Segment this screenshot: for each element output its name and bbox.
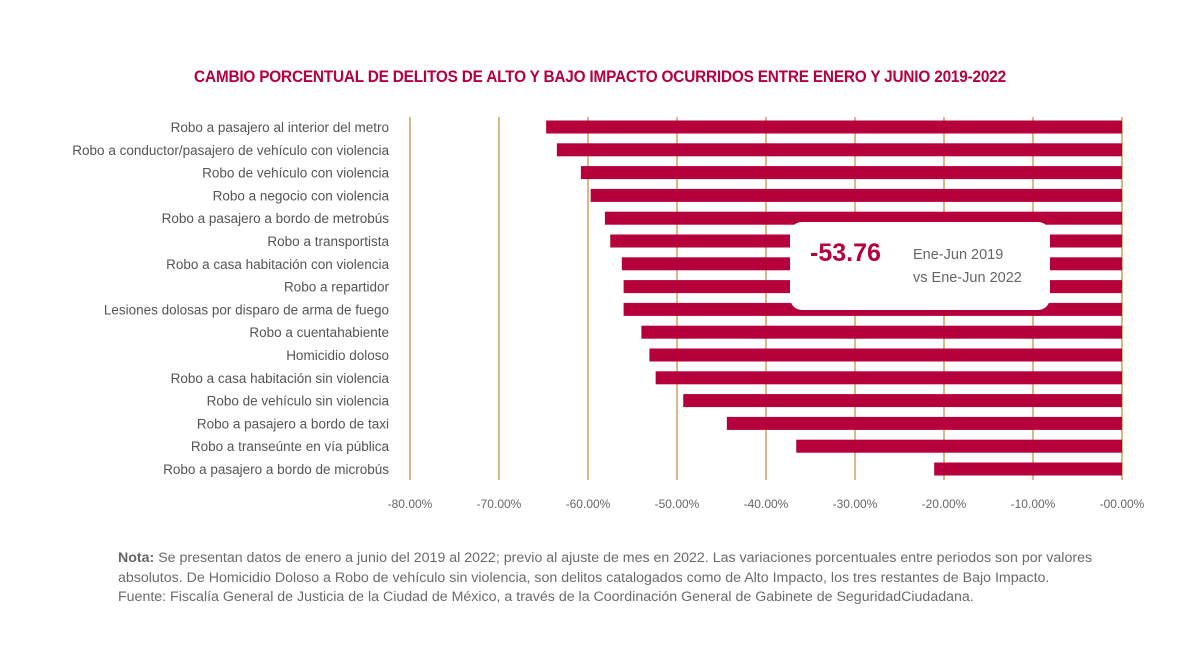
category-label: Robo a pasajero a bordo de metrobús: [162, 211, 390, 226]
category-label: Robo a pasajero a bordo de taxi: [197, 416, 389, 431]
category-label: Robo de vehículo sin violencia: [207, 394, 390, 409]
bar: [556, 143, 1122, 157]
chart-title: CAMBIO PORCENTUAL DE DELITOS DE ALTO Y B…: [194, 68, 1006, 86]
bar: [726, 416, 1122, 430]
x-tick-label: -70.00%: [477, 497, 522, 511]
bar: [796, 439, 1122, 453]
annotation-line-2: vs Ene-Jun 2022: [913, 270, 1022, 286]
bar-chart: Robo a pasajero al interior del metro Rob…: [72, 117, 1145, 511]
category-label: Robo a conductor/pasajero de vehículo co…: [72, 143, 389, 158]
category-label: Robo a repartidor: [284, 280, 390, 295]
category-label: Robo a casa habitación con violencia: [166, 257, 389, 272]
source-text: Fuente: Fiscalía General de Justicia de …: [118, 589, 974, 605]
bar: [649, 348, 1122, 362]
x-tick-label: -20.00%: [922, 497, 967, 511]
category-label: Robo a cuentahabiente: [249, 325, 389, 340]
category-label: Lesiones dolosas por disparo de arma de …: [104, 302, 389, 317]
category-label: Robo a transportista: [267, 234, 389, 249]
category-label: Robo de vehículo con violencia: [202, 166, 389, 181]
x-tick-label: -40.00%: [744, 497, 789, 511]
bar: [934, 462, 1122, 476]
bar: [604, 211, 1122, 225]
annotation-line-1: Ene-Jun 2019: [913, 247, 1004, 263]
x-tick-label: -50.00%: [655, 497, 700, 511]
x-tick-label: -60.00%: [566, 497, 611, 511]
footnote: Nota: Se presentan datos de enero a juni…: [118, 549, 1158, 608]
note-text: Se presentan datos de enero a junio del …: [118, 550, 1093, 586]
category-label: Homicidio doloso: [286, 348, 389, 363]
category-label: Robo a pasajero al interior del metro: [171, 120, 389, 135]
annotation-value: -53.76: [810, 239, 881, 267]
x-tick-label: -80.00%: [388, 497, 433, 511]
bar: [546, 120, 1122, 134]
category-labels: Robo a pasajero al interior del metro Rob…: [72, 120, 389, 477]
x-tick-labels: -80.00% -70.00% -60.00% -50.00% -40.00% -30.0…: [388, 497, 1145, 511]
category-label: Robo a pasajero a bordo de microbús: [163, 462, 389, 477]
bar: [683, 394, 1122, 408]
bars: [546, 120, 1122, 476]
note-label: Nota:: [118, 550, 155, 566]
category-label: Robo a casa habitación sin violencia: [171, 371, 390, 386]
category-label: Robo a negocio con violencia: [213, 188, 390, 203]
bar: [655, 371, 1122, 385]
category-label: Robo a transeúnte en vía pública: [191, 439, 390, 454]
x-tick-label: -30.00%: [833, 497, 878, 511]
bar: [580, 166, 1122, 180]
bar: [641, 325, 1122, 339]
x-tick-label: -10.00%: [1011, 497, 1056, 511]
x-tick-label: -00.00%: [1100, 497, 1145, 511]
annotation-description: Ene-Jun 2019 vs Ene-Jun 2022: [913, 244, 1022, 290]
annotation-callout: -53.76 Ene-Jun 2019 vs Ene-Jun 2022: [790, 222, 1050, 310]
bar: [590, 188, 1122, 202]
